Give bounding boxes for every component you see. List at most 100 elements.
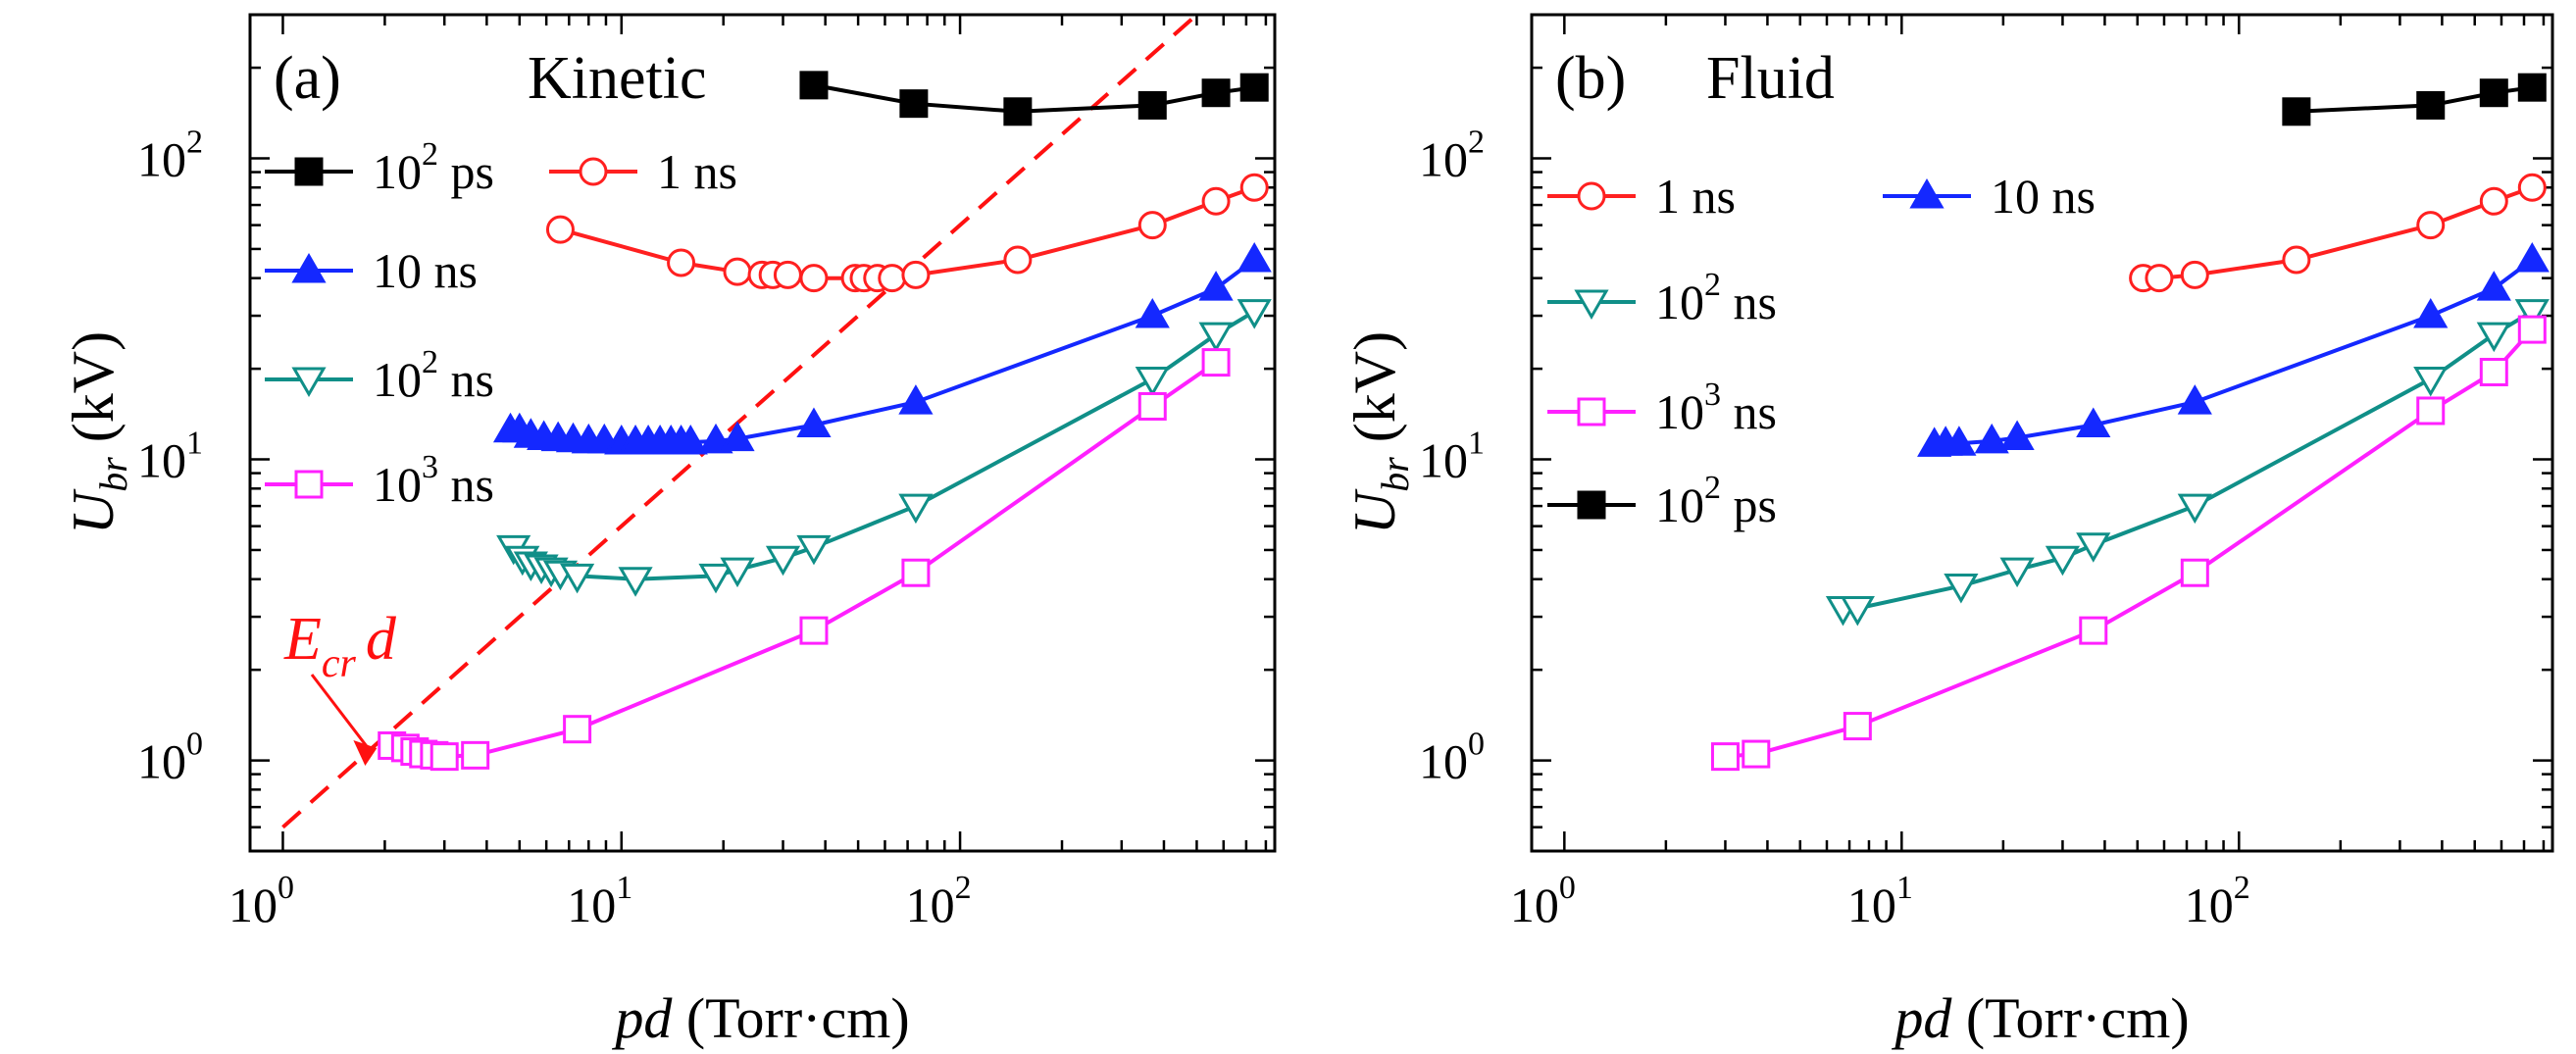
series-f_100ns [1825, 299, 2550, 627]
legend-entry: 10 ns [265, 243, 478, 298]
legend-marker [291, 252, 327, 283]
legend-label: 103 ns [373, 449, 494, 512]
legend-marker [294, 470, 324, 499]
data-point [2145, 264, 2174, 293]
axis-ticks [1532, 13, 2552, 853]
data-point [2413, 367, 2449, 397]
series-f_1ns [2129, 173, 2547, 293]
legend-entry: 10 ns [1883, 169, 2096, 224]
legend-label: 102 ps [373, 136, 494, 199]
data-point [901, 260, 931, 289]
data-point [1944, 574, 1979, 604]
y-tick-label: 102 [137, 124, 203, 186]
x-tick-label: 100 [228, 870, 294, 932]
legend-label: 10 ns [1991, 169, 2096, 224]
data-point [720, 421, 755, 452]
data-point [765, 545, 801, 577]
data-point [1974, 423, 2009, 454]
series-s_10ns [492, 242, 1272, 455]
legend-entry: 102 ns [1547, 267, 1777, 329]
legend-marker [1577, 397, 1606, 427]
data-point [1237, 299, 1272, 329]
legend-marker [1577, 490, 1606, 520]
data-point [2517, 73, 2547, 102]
legend-entry: 102 ns [265, 344, 494, 407]
legend-label: 102 ns [373, 344, 494, 407]
data-point [2413, 298, 2449, 328]
y-tick-label: 100 [1419, 727, 1485, 789]
data-point [1137, 211, 1167, 240]
x-tick-label: 100 [1510, 870, 1576, 932]
legend-entry: 1 ns [549, 144, 737, 199]
y-axis-label: Ubr (kV) [61, 331, 135, 534]
data-point [1742, 739, 1771, 769]
series-line [813, 82, 1255, 114]
data-point [1237, 242, 1272, 273]
data-point [2517, 173, 2547, 202]
data-point [1942, 426, 1977, 456]
data-point [723, 257, 752, 286]
data-point [1135, 298, 1170, 328]
data-point [2180, 260, 2209, 289]
data-point [545, 215, 575, 244]
panel-title: Kinetic [528, 45, 707, 112]
data-point [2517, 315, 2547, 344]
data-point [773, 260, 802, 289]
data-point [1135, 367, 1170, 397]
series-f_10ns [1917, 242, 2550, 457]
data-point [878, 264, 907, 293]
ecr-d-arrowhead [353, 740, 378, 767]
series-s_1000ns [378, 348, 1231, 772]
y-tick-label: 101 [1419, 426, 1485, 488]
data-point [899, 89, 929, 119]
data-point [2076, 407, 2111, 438]
legend-marker [1574, 289, 1609, 321]
data-point [2476, 271, 2511, 301]
legend-entry: 103 ns [1547, 376, 1777, 439]
series-f_1000ns [1710, 315, 2547, 772]
data-point [667, 248, 696, 277]
y-tick-label: 101 [137, 426, 203, 488]
legend-label: 10 ns [373, 243, 478, 298]
legend: 1 ns 10 ns 102 ns 103 ns 102 ps [1547, 169, 2096, 532]
series-f_ps [2282, 73, 2547, 126]
data-point [618, 567, 653, 597]
data-point [1843, 712, 1872, 741]
legend-entry: 1 ns [1547, 169, 1736, 224]
data-point [2282, 245, 2311, 275]
data-point [796, 534, 832, 566]
data-point [1840, 595, 1875, 627]
data-point [429, 742, 459, 772]
panel-a: 100 101 102 100 101 102 pd (Torr·cm) Ubr (kV) (a… [61, 13, 1277, 1050]
data-point [1003, 97, 1033, 126]
data-point [2479, 357, 2508, 386]
data-point [2180, 558, 2209, 587]
data-point [799, 616, 829, 645]
x-tick-label: 102 [2185, 870, 2250, 932]
data-point [1999, 420, 2035, 450]
data-point [698, 563, 733, 594]
legend: 102 ps 1 ns 10 ns 102 ns 103 ns [265, 136, 737, 512]
data-point [2045, 545, 2081, 577]
legend-marker [1577, 181, 1606, 211]
panel-label: (a) [274, 45, 341, 112]
data-point [698, 423, 733, 454]
series-s_ps [799, 71, 1269, 126]
data-point [1710, 742, 1740, 772]
legend-marker [291, 367, 327, 398]
legend-marker [294, 157, 324, 186]
data-point [1198, 322, 1234, 353]
legend-entry: 102 ps [265, 136, 494, 199]
data-point [461, 740, 490, 770]
data-point [2514, 242, 2550, 273]
data-point [1999, 557, 2035, 588]
data-point [2476, 322, 2511, 353]
series-s_100ns [496, 299, 1272, 597]
y-axis-label: Ubr (kV) [1342, 331, 1417, 534]
data-point [560, 563, 595, 594]
data-point [2416, 396, 2446, 426]
data-point [1239, 173, 1269, 202]
data-point [1198, 271, 1234, 301]
plot-frame [248, 13, 1277, 853]
x-tick-label: 102 [906, 870, 972, 932]
